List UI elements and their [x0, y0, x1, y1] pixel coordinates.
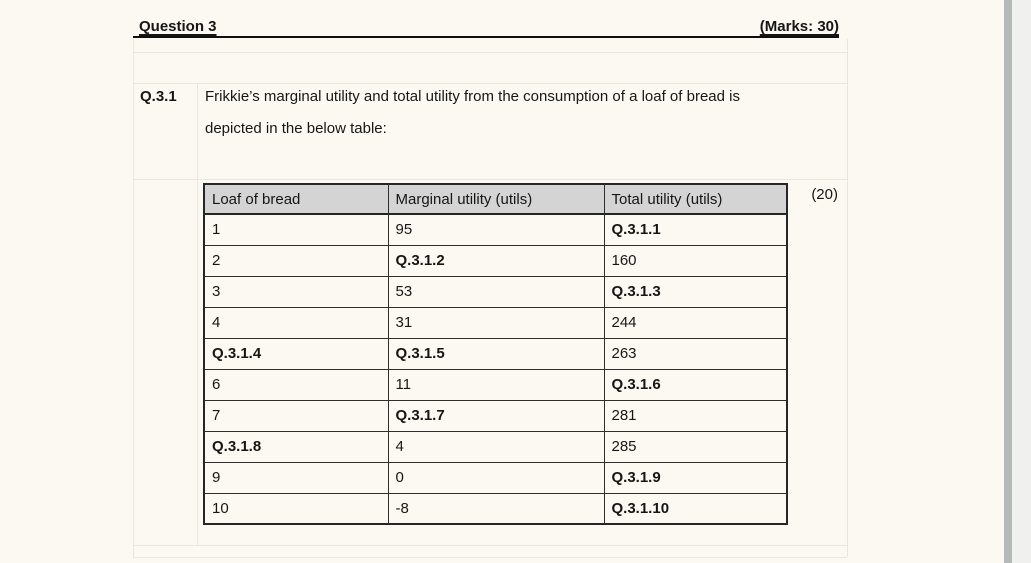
question-header: Question 3 (Marks: 30) [133, 16, 839, 38]
sub-question-marks: (20) [811, 186, 838, 203]
app-background-strip [1012, 0, 1031, 563]
table-row: 2 Q.3.1.2 160 [203, 244, 788, 277]
table-cell: 6 [203, 368, 389, 401]
grid-line [133, 83, 847, 84]
column-header-loaf-of-bread: Loaf of bread [203, 183, 389, 215]
table-cell: 7 [203, 399, 389, 432]
table-header-row: Loaf of bread Marginal utility (utils) T… [203, 183, 788, 215]
table-cell: 281 [603, 399, 788, 432]
grid-line [197, 83, 198, 545]
utility-table: Loaf of bread Marginal utility (utils) T… [203, 183, 788, 525]
page-edge-divider [1004, 0, 1012, 563]
table-row: 3 53 Q.3.1.3 [203, 275, 788, 308]
table-cell: 31 [387, 306, 605, 339]
table-cell: 160 [603, 244, 788, 277]
column-header-total-utility: Total utility (utils) [603, 183, 788, 215]
table-cell: 4 [387, 430, 605, 463]
table-cell: Q.3.1.10 [603, 492, 788, 525]
table-cell: 263 [603, 337, 788, 370]
table-cell: Q.3.1.6 [603, 368, 788, 401]
table-cell: 0 [387, 461, 605, 494]
table-cell: 95 [387, 213, 605, 246]
table-row: 9 0 Q.3.1.9 [203, 461, 788, 494]
question-title: Question 3 [139, 18, 217, 35]
table-cell: Q.3.1.9 [603, 461, 788, 494]
table-row: 1 95 Q.3.1.1 [203, 213, 788, 246]
question-marks-total: (Marks: 30) [759, 18, 839, 35]
table-cell: 1 [203, 213, 389, 246]
table-row: 4 31 244 [203, 306, 788, 339]
table-cell: Q.3.1.1 [603, 213, 788, 246]
table-cell: 53 [387, 275, 605, 308]
table-cell: Q.3.1.3 [603, 275, 788, 308]
table-cell: 4 [203, 306, 389, 339]
grid-line [847, 39, 848, 557]
table-row: Q.3.1.8 4 285 [203, 430, 788, 463]
table-cell: Q.3.1.4 [203, 337, 389, 370]
table-cell: 2 [203, 244, 389, 277]
table-row: 6 11 Q.3.1.6 [203, 368, 788, 401]
sub-question-text-line: depicted in the below table: [205, 120, 387, 137]
grid-line [133, 179, 847, 180]
column-header-marginal-utility: Marginal utility (utils) [387, 183, 605, 215]
table-row: Q.3.1.4 Q.3.1.5 263 [203, 337, 788, 370]
table-cell: Q.3.1.8 [203, 430, 389, 463]
table-cell: -8 [387, 492, 605, 525]
table-cell: 3 [203, 275, 389, 308]
grid-line [133, 545, 847, 546]
grid-line [133, 39, 134, 557]
grid-line [133, 52, 847, 53]
sub-question-text-line: Frikkie’s marginal utility and total uti… [205, 88, 740, 105]
table-cell: 285 [603, 430, 788, 463]
table-cell: 9 [203, 461, 389, 494]
table-cell: 244 [603, 306, 788, 339]
table-cell: 11 [387, 368, 605, 401]
sub-question-number: Q.3.1 [140, 88, 177, 105]
table-cell: Q.3.1.7 [387, 399, 605, 432]
table-cell: Q.3.1.2 [387, 244, 605, 277]
table-row: 10 -8 Q.3.1.10 [203, 492, 788, 525]
table-cell: Q.3.1.5 [387, 337, 605, 370]
grid-line [133, 557, 847, 558]
table-row: 7 Q.3.1.7 281 [203, 399, 788, 432]
table-cell: 10 [203, 492, 389, 525]
